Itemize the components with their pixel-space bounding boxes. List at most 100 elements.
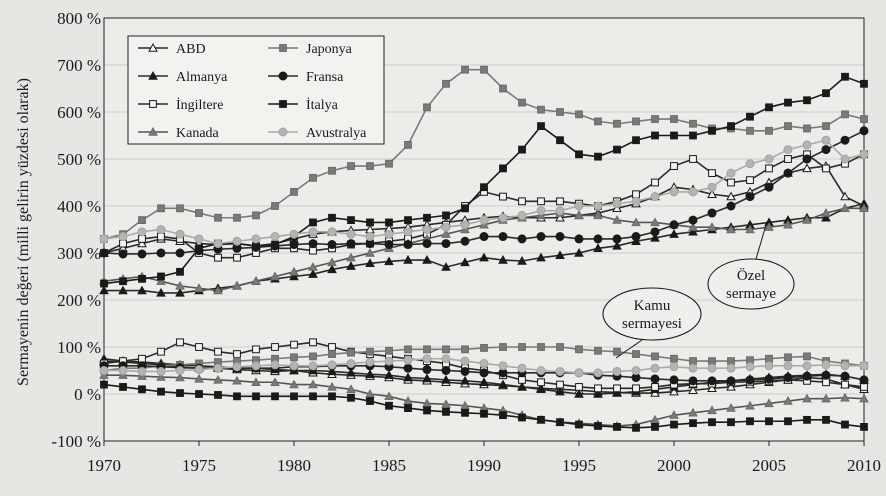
point-kanada-public <box>327 381 337 391</box>
point-fransa-private <box>612 234 622 244</box>
point-kanada-public <box>213 374 223 384</box>
point-i-talya-private <box>480 183 488 192</box>
point-i-ngiltere-private <box>499 192 507 201</box>
point-japonya-private <box>518 98 526 107</box>
point-i-ngiltere-private <box>214 253 222 262</box>
point-avustralya-public <box>460 356 470 366</box>
point-almanya-public <box>593 388 603 398</box>
point-kanada-private <box>327 257 337 267</box>
point-fransa-private <box>517 234 527 244</box>
point-i-ngiltere-public <box>537 378 545 387</box>
point-i-talya-public <box>822 415 830 424</box>
point-i-talya-public <box>841 420 849 429</box>
point-avustralya-private <box>479 215 489 225</box>
point-i-ngiltere-private <box>309 246 317 255</box>
annotation-bubble <box>707 258 795 310</box>
y-tick-label: 700 % <box>57 56 101 75</box>
point-abd-public <box>726 381 736 391</box>
point-i-talya-public <box>328 392 336 401</box>
point-fransa-private <box>479 232 489 242</box>
point-i-ngiltere-private <box>651 178 659 187</box>
point-almanya-public <box>479 377 489 386</box>
point-fransa-private <box>137 249 147 259</box>
point-i-talya-private <box>632 136 640 145</box>
point-avustralya-private <box>764 154 774 164</box>
point-fransa-private <box>840 135 850 145</box>
point-avustralya-public <box>536 366 546 375</box>
point-kanada-private <box>650 217 660 227</box>
point-fransa-public <box>688 376 698 386</box>
point-japonya-public <box>727 357 735 366</box>
point-i-talya-public <box>499 411 507 420</box>
point-fransa-private <box>118 249 128 259</box>
point-i-talya-public <box>309 392 317 401</box>
x-tick-label: 2000 <box>657 456 691 475</box>
point-almanya-public <box>441 374 451 384</box>
point-i-talya-public <box>670 420 678 429</box>
point-japonya-public <box>518 343 526 351</box>
point-kanada-private <box>574 210 584 220</box>
point-fransa-private <box>498 232 508 242</box>
point-i-talya-public <box>556 418 564 427</box>
point-japonya-private <box>157 204 165 213</box>
point-japonya-private <box>366 162 374 170</box>
point-almanya-private <box>346 261 356 270</box>
point-kanada-private <box>802 215 812 224</box>
annotation-text: Kamu <box>634 298 671 314</box>
point-almanya-private <box>175 287 185 297</box>
point-i-talya-private <box>176 267 184 276</box>
point-japonya-public <box>461 345 469 354</box>
point-avustralya-private <box>517 210 527 220</box>
point-kanada-public <box>840 392 850 402</box>
point-avustralya-public <box>517 363 527 373</box>
legend-marker <box>148 70 158 80</box>
point-avustralya-private <box>232 236 242 246</box>
point-fransa-private <box>859 126 869 136</box>
point-avustralya-public <box>403 355 413 365</box>
axis-layer: -100 % 0 % 100 % 200 % 300 % 400 % 500 % 600 % 7… <box>51 9 881 475</box>
point-avustralya-public <box>479 358 489 368</box>
point-almanya-public <box>346 367 356 377</box>
point-i-talya-public <box>594 422 602 430</box>
point-fransa-private <box>574 234 584 244</box>
point-avustralya-private <box>346 229 356 239</box>
point-kanada-private <box>156 276 166 285</box>
point-almanya-private <box>99 285 109 295</box>
point-kanada-private <box>232 280 242 290</box>
point-kanada-public <box>175 372 185 382</box>
point-almanya-private <box>650 232 660 242</box>
point-i-talya-private <box>366 218 374 227</box>
point-avustralya-public <box>612 366 622 376</box>
point-almanya-private <box>536 252 546 262</box>
point-almanya-private <box>384 256 394 266</box>
x-tick-label: 1985 <box>372 456 406 475</box>
point-almanya-private <box>517 255 527 265</box>
point-kanada-public <box>669 410 679 419</box>
point-kanada-private <box>764 222 774 231</box>
point-japonya-private <box>651 115 659 123</box>
point-i-ngiltere-private <box>157 232 165 241</box>
point-fransa-private <box>99 248 109 258</box>
point-almanya-private <box>403 255 413 264</box>
point-japonya-public <box>499 343 507 351</box>
point-i-talya-private <box>328 213 336 222</box>
point-japonya-private <box>594 117 602 126</box>
point-avustralya-public <box>821 360 831 370</box>
point-avustralya-public <box>118 366 128 375</box>
point-i-ngiltere-public <box>252 345 260 354</box>
point-kanada-public <box>232 375 242 385</box>
point-kanada-private <box>270 271 280 281</box>
point-almanya-private <box>365 258 375 268</box>
point-fransa-private <box>175 248 185 258</box>
point-i-ngiltere-public <box>290 340 298 349</box>
point-almanya-public <box>517 381 527 391</box>
y-tick-label: 100 % <box>57 338 101 357</box>
point-i-talya-public <box>784 417 792 426</box>
point-abd-public <box>688 385 698 394</box>
point-kanada-private <box>821 208 831 217</box>
point-abd-private <box>726 191 736 201</box>
point-i-talya-private <box>803 96 811 105</box>
point-fransa-public <box>821 370 831 380</box>
x-tick-label: 1995 <box>562 456 596 475</box>
point-fransa-public <box>403 363 413 373</box>
